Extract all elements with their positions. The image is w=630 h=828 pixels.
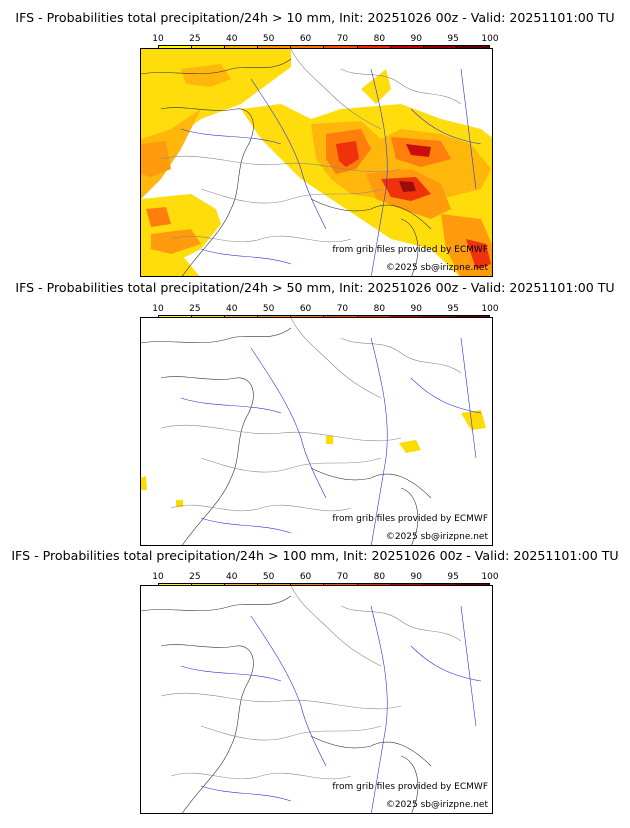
map-boundaries	[141, 318, 482, 545]
colorbar-ticks: 10 25 40 50 60 70 80 90 95 100	[152, 34, 498, 44]
colorbar-tick-label: 95	[447, 304, 459, 314]
copyright-credit: ©2025 sb@irizpne.net	[385, 800, 488, 810]
map: from grib files provided by ECMWF ©2025 …	[140, 585, 493, 814]
panel-10mm: IFS - Probabilities total precipitation/…	[0, 10, 630, 278]
colorbar-tick-label: 70	[336, 304, 349, 314]
colorbar-ticks: 10 25 40 50 60 70 80 90 95 100	[152, 304, 498, 314]
panel-title: IFS - Probabilities total precipitation/…	[15, 10, 615, 25]
panel-100mm: IFS - Probabilities total precipitation/…	[0, 548, 630, 816]
colorbar-tick-label: 70	[336, 34, 349, 44]
copyright-credit: ©2025 sb@irizpne.net	[385, 263, 488, 273]
precip-field	[141, 49, 492, 276]
map: from grib files provided by ECMWF ©2025 …	[140, 48, 493, 277]
colorbar-ticks: 10 25 40 50 60 70 80 90 95 100	[152, 572, 498, 582]
colorbar-tick-label: 70	[336, 572, 349, 582]
colorbar-tick-label: 10	[152, 34, 164, 44]
colorbar-tick-label: 80	[373, 304, 386, 314]
source-credit: from grib files provided by ECMWF	[332, 514, 488, 524]
colorbar-tick-label: 50	[262, 304, 275, 314]
map-boundaries	[141, 586, 482, 813]
colorbar-tick-label: 60	[299, 304, 312, 314]
map: from grib files provided by ECMWF ©2025 …	[140, 317, 493, 546]
colorbar-tick-label: 100	[481, 572, 499, 582]
panel-50mm: IFS - Probabilities total precipitation/…	[0, 280, 630, 548]
copyright-credit: ©2025 sb@irizpne.net	[385, 532, 488, 542]
source-credit: from grib files provided by ECMWF	[332, 245, 488, 255]
colorbar-tick-label: 50	[262, 572, 275, 582]
precip-field	[141, 410, 486, 507]
colorbar-tick-label: 25	[189, 34, 201, 44]
colorbar-tick-label: 60	[299, 34, 312, 44]
panel-title: IFS - Probabilities total precipitation/…	[11, 548, 619, 563]
colorbar-tick-label: 100	[481, 34, 499, 44]
colorbar-tick-label: 80	[373, 572, 386, 582]
colorbar-tick-label: 40	[226, 34, 238, 44]
colorbar-tick-label: 10	[152, 572, 164, 582]
colorbar-tick-label: 25	[189, 304, 201, 314]
map-graphic	[141, 49, 492, 276]
colorbar-tick-label: 60	[299, 572, 312, 582]
colorbar-tick-label: 95	[447, 572, 459, 582]
colorbar-tick-label: 90	[410, 304, 422, 314]
panel-title: IFS - Probabilities total precipitation/…	[15, 280, 615, 295]
colorbar-tick-label: 90	[410, 34, 422, 44]
map-graphic	[141, 318, 486, 545]
source-credit: from grib files provided by ECMWF	[332, 782, 488, 792]
colorbar-tick-label: 95	[447, 34, 459, 44]
colorbar-tick-label: 100	[481, 304, 499, 314]
colorbar-tick-label: 25	[189, 572, 201, 582]
map-boundaries	[141, 49, 482, 276]
colorbar-tick-label: 50	[262, 34, 275, 44]
colorbar-tick-label: 80	[373, 34, 386, 44]
colorbar-tick-label: 90	[410, 572, 422, 582]
colorbar-tick-label: 40	[226, 304, 238, 314]
colorbar-tick-label: 40	[226, 572, 238, 582]
colorbar-tick-label: 10	[152, 304, 164, 314]
map-graphic	[141, 586, 482, 813]
